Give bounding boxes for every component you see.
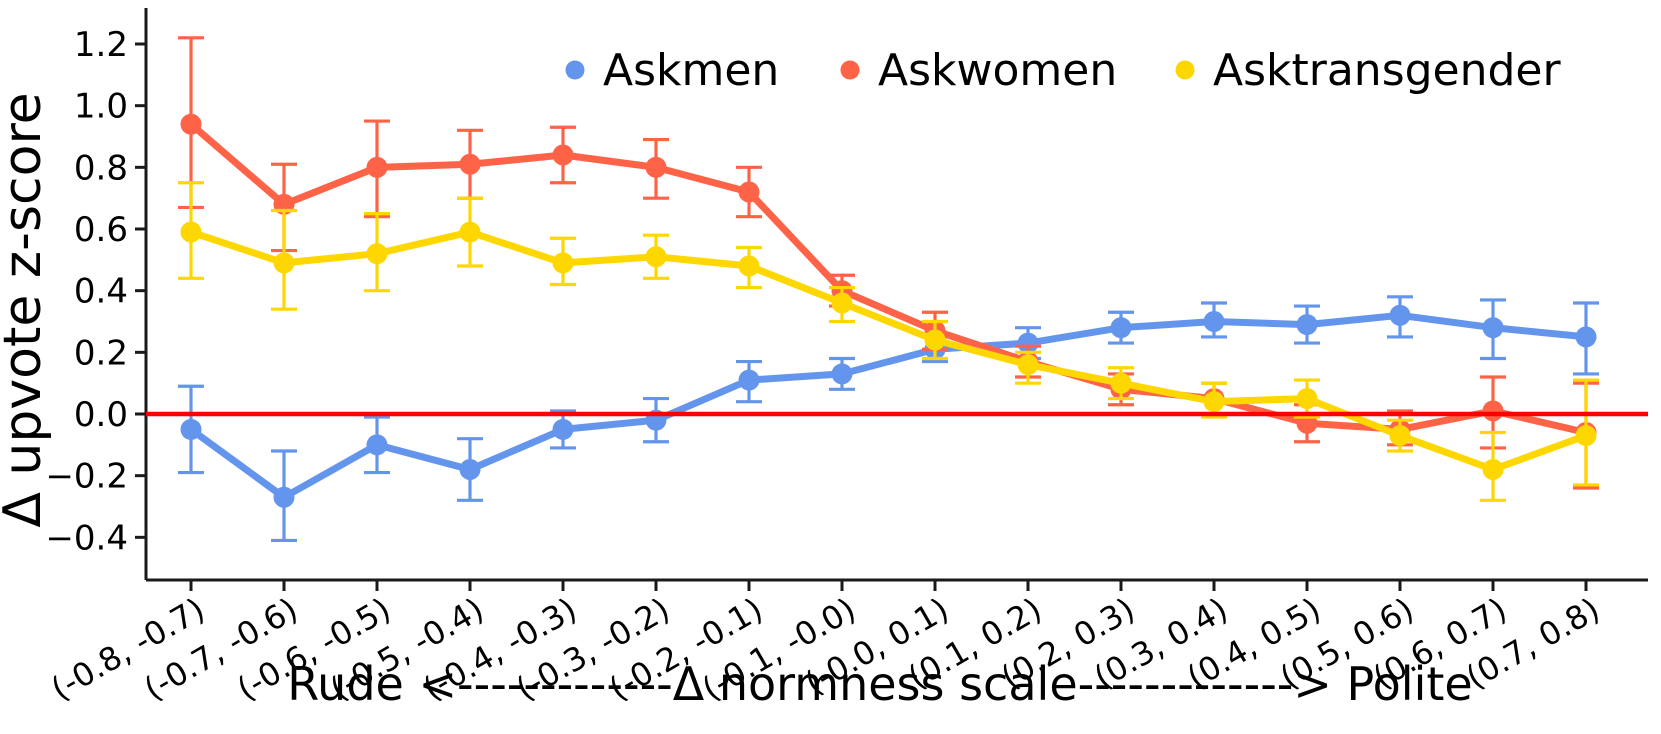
- y-tick-label: 0.8: [74, 148, 128, 188]
- legend: Askmen Askwomen Asktransgender: [565, 45, 1562, 96]
- data-point: [366, 156, 388, 178]
- data-point: [366, 434, 388, 456]
- legend-marker-icon: [565, 60, 585, 80]
- data-point: [1017, 354, 1039, 376]
- data-point: [738, 181, 760, 203]
- data-point: [924, 329, 946, 351]
- y-tick-label: −0.2: [45, 457, 128, 497]
- error-bars: [178, 181, 1599, 502]
- data-point: [552, 418, 574, 440]
- data-point: [273, 486, 295, 508]
- data-point: [831, 292, 853, 314]
- data-point: [738, 369, 760, 391]
- data-point: [1203, 311, 1225, 333]
- data-point: [1389, 425, 1411, 447]
- data-point: [552, 252, 574, 274]
- series-line: [187, 228, 1590, 473]
- data-point: [1482, 458, 1504, 480]
- series-line: [187, 311, 1590, 501]
- series-asktransgender: [178, 181, 1599, 502]
- data-point: [552, 144, 574, 166]
- data-point: [180, 113, 202, 135]
- y-tick-label: 1.0: [74, 87, 128, 127]
- data-point: [1482, 317, 1504, 339]
- data-point: [1296, 388, 1318, 410]
- data-point: [645, 246, 667, 268]
- data-point: [1296, 314, 1318, 336]
- markers: [180, 221, 1597, 480]
- data-point: [738, 255, 760, 277]
- error-bars: [178, 295, 1599, 543]
- data-point: [1017, 332, 1039, 354]
- legend-label: Askmen: [603, 45, 779, 96]
- legend-item-asktransgender: Asktransgender: [1175, 45, 1562, 96]
- legend-item-askmen: Askmen: [565, 45, 779, 96]
- data-point: [180, 418, 202, 440]
- y-tick-label: 0.6: [74, 210, 128, 250]
- markers: [180, 304, 1597, 508]
- data-point: [459, 153, 481, 175]
- data-point: [1482, 400, 1504, 422]
- data-point: [831, 363, 853, 385]
- plot-area: [178, 36, 1599, 543]
- data-point: [1203, 391, 1225, 413]
- x-axis-label: Rude <-------------Δ normness scale-----…: [287, 657, 1472, 711]
- y-tick-label: 1.2: [74, 25, 128, 65]
- legend-item-askwomen: Askwomen: [840, 45, 1117, 96]
- legend-marker-icon: [1175, 60, 1195, 80]
- y-axis-ticks: 1.2 1.0 0.8 0.6 0.4 0.2 0.0 −0.2 −0.4: [45, 25, 146, 558]
- data-point: [180, 221, 202, 243]
- markers: [180, 113, 1597, 443]
- data-point: [1575, 326, 1597, 348]
- data-point: [459, 458, 481, 480]
- y-tick-label: 0.4: [74, 272, 128, 312]
- data-point: [459, 221, 481, 243]
- data-point: [1575, 425, 1597, 447]
- legend-label: Asktransgender: [1213, 45, 1562, 96]
- y-tick-label: 0.0: [74, 395, 128, 435]
- series-askwomen: [178, 36, 1599, 490]
- series-askmen: [178, 295, 1599, 543]
- data-point: [366, 243, 388, 265]
- data-point: [273, 252, 295, 274]
- data-point: [1110, 317, 1132, 339]
- legend-label: Askwomen: [878, 45, 1117, 96]
- legend-marker-icon: [840, 60, 860, 80]
- y-tick-label: 0.2: [74, 333, 128, 373]
- data-point: [645, 156, 667, 178]
- data-point: [1110, 372, 1132, 394]
- error-bars: [178, 36, 1599, 490]
- axes: [144, 8, 1648, 582]
- y-axis-label: Δ upvote z-score: [0, 92, 53, 527]
- y-tick-label: −0.4: [45, 518, 128, 558]
- data-point: [1389, 304, 1411, 326]
- series-line: [187, 120, 1590, 436]
